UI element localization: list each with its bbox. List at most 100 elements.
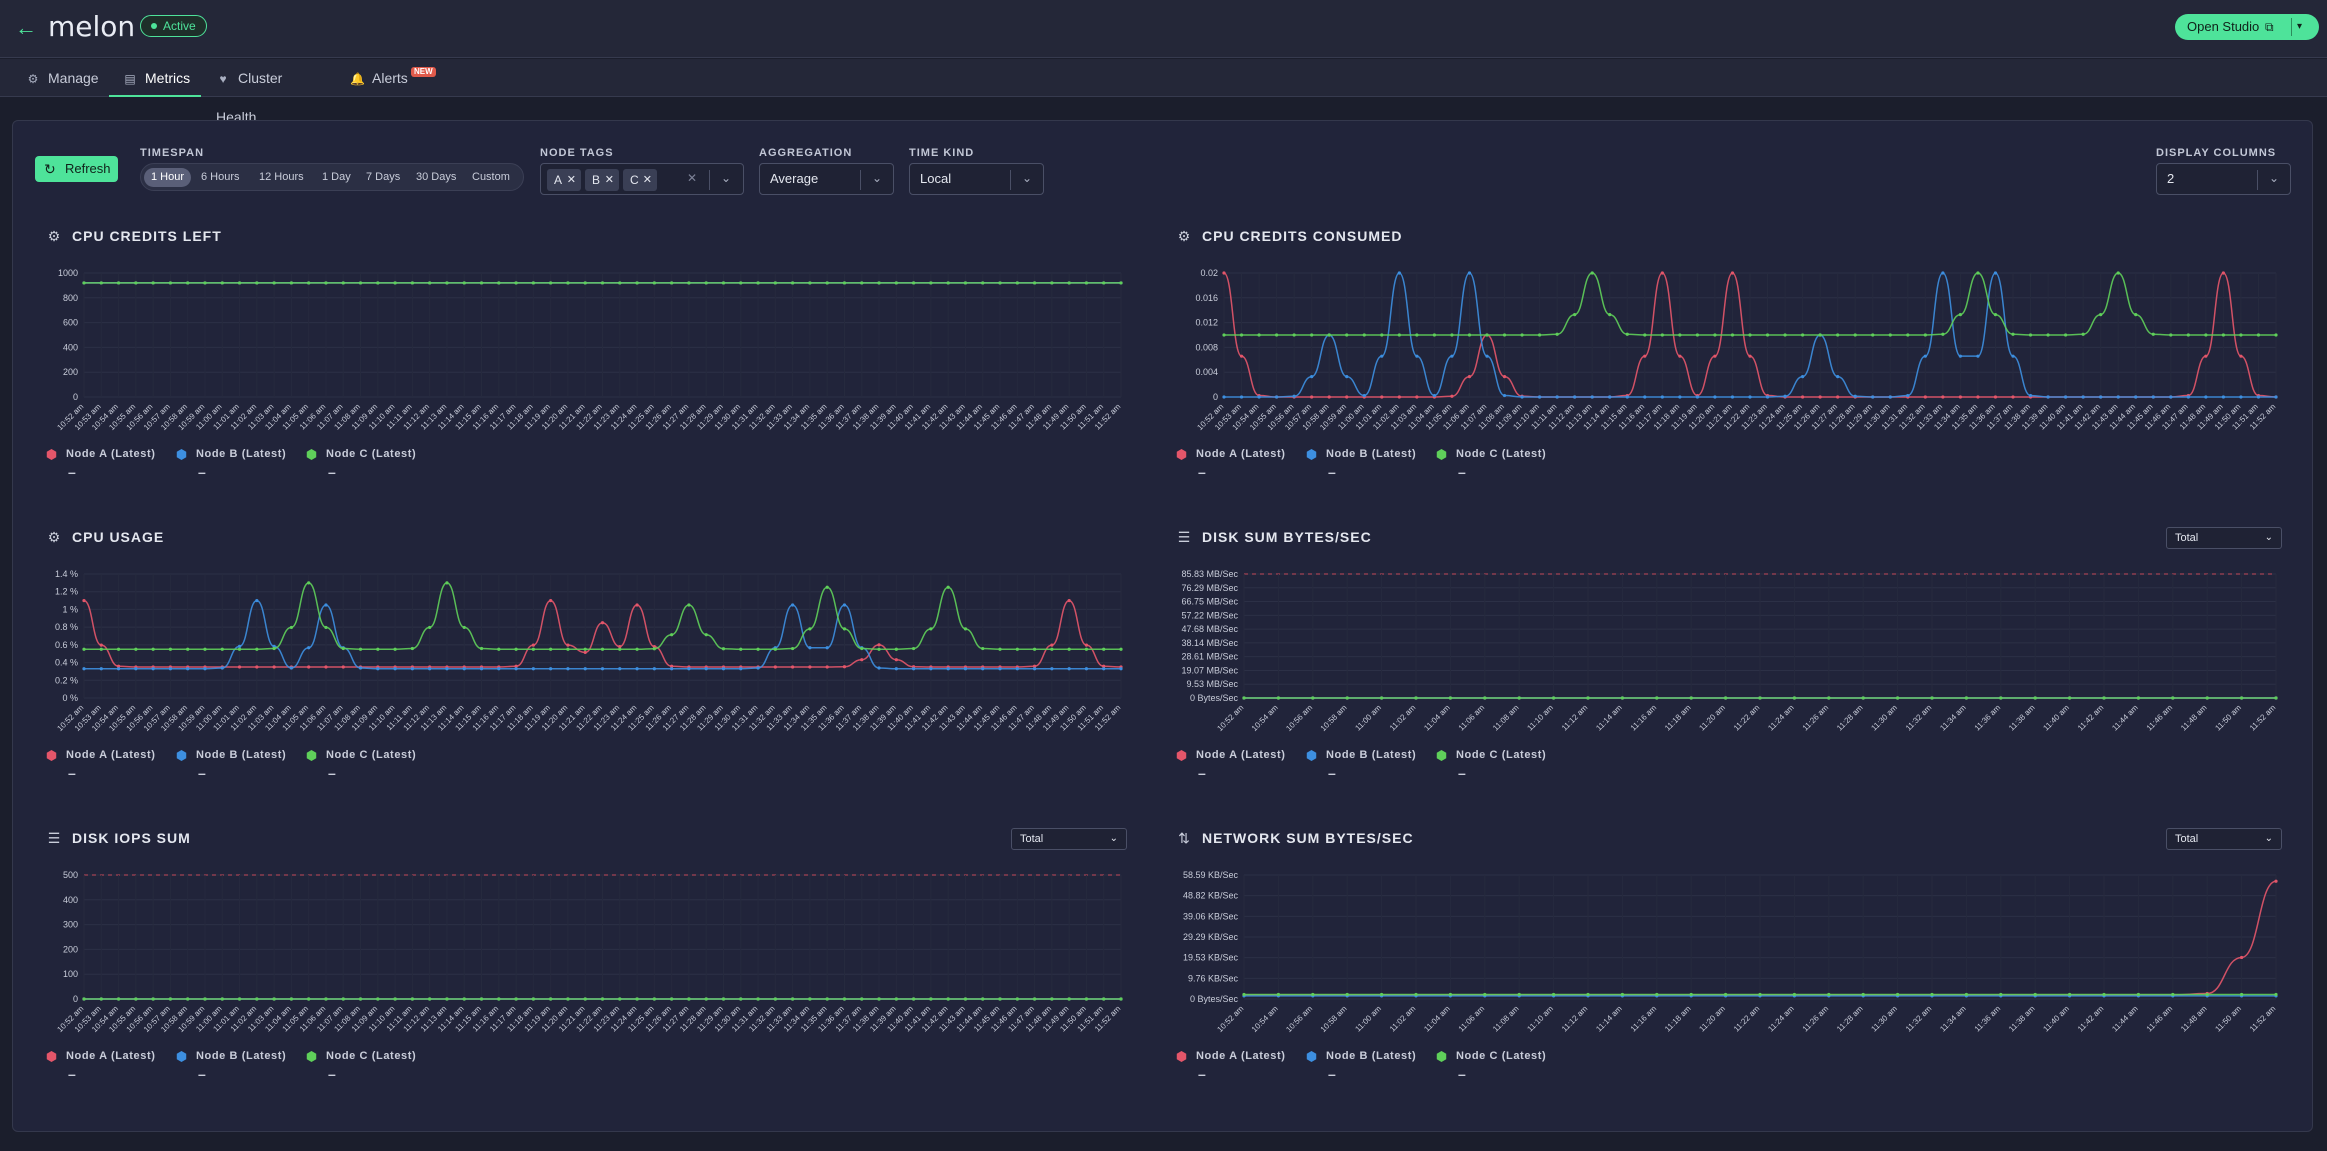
legend-label[interactable]: Node A (Latest) [1196, 448, 1286, 460]
data-point [1748, 354, 1752, 358]
chart-title: NETWORK SUM BYTES/SEC [1202, 830, 1414, 846]
data-point [82, 281, 86, 285]
total-select[interactable]: Total ⌄ [2166, 527, 2282, 549]
data-point [583, 667, 587, 671]
legend-label[interactable]: Node A (Latest) [66, 448, 156, 460]
legend-label[interactable]: Node C (Latest) [1456, 749, 1547, 761]
data-point [946, 997, 950, 1001]
chevron-down-icon[interactable]: ▾ [2297, 21, 2303, 32]
data-point [1015, 667, 1019, 671]
data-point [1818, 333, 1822, 337]
data-point [1625, 332, 1629, 336]
y-tick-label: 0 [1213, 392, 1218, 402]
legend-label[interactable]: Node B (Latest) [196, 1050, 287, 1062]
legend-label[interactable]: Node C (Latest) [326, 448, 417, 460]
data-point [583, 647, 587, 651]
node-tags-select[interactable]: A ✕ B ✕ C ✕ ✕ ⌄ [540, 163, 744, 195]
tab-metrics[interactable]: ▤ Metrics [109, 59, 201, 97]
timespan-6-hours[interactable]: 6 Hours [201, 171, 240, 183]
tab-manage[interactable]: ⚙ Manage [26, 59, 100, 97]
data-point [1050, 647, 1054, 651]
timespan-30-days[interactable]: 30 Days [416, 171, 457, 183]
legend-label[interactable]: Node C (Latest) [1456, 1050, 1547, 1062]
aggregation-select[interactable]: Average ⌄ [759, 163, 894, 195]
data-point [2116, 271, 2120, 275]
data-point [1517, 696, 1521, 700]
data-point [981, 667, 985, 671]
data-point [203, 667, 207, 671]
legend-label[interactable]: Node A (Latest) [1196, 749, 1286, 761]
heart-icon: ♥ [219, 72, 227, 86]
data-point [2102, 696, 2106, 700]
legend-value: – [328, 1066, 336, 1082]
back-arrow-icon[interactable]: ← [15, 15, 37, 40]
data-point [1999, 992, 2003, 997]
legend-label[interactable]: Node A (Latest) [1196, 1050, 1286, 1062]
tag-label: B [592, 173, 601, 187]
data-point [1310, 333, 1314, 337]
remove-icon[interactable]: ✕ [566, 174, 576, 186]
legend-marker-icon [306, 449, 317, 460]
open-studio-button[interactable]: Open Studio ⧉ ▾ [2175, 14, 2319, 40]
data-point [1608, 395, 1612, 399]
timespan-7-days[interactable]: 7 Days [366, 171, 401, 183]
total-select[interactable]: Total ⌄ [1011, 828, 1127, 850]
data-point [652, 667, 656, 671]
clear-icon[interactable]: ✕ [687, 171, 698, 185]
data-point [1976, 271, 1980, 275]
chevron-down-icon: ⌄ [872, 171, 883, 185]
data-point [2102, 992, 2106, 997]
bell-icon: 🔔 [350, 72, 365, 86]
remove-icon[interactable]: ✕ [642, 174, 652, 186]
data-point [1620, 696, 1624, 700]
time-kind-select[interactable]: Local ⌄ [909, 163, 1044, 195]
data-point [307, 997, 311, 1001]
total-select[interactable]: Total ⌄ [2166, 828, 2282, 850]
data-point [410, 281, 414, 285]
data-point [1896, 696, 1900, 700]
data-point [600, 621, 605, 625]
y-tick-label: 38.14 MB/Sec [1181, 638, 1238, 648]
data-point [168, 667, 173, 671]
data-point [116, 647, 121, 651]
display-columns-select[interactable]: 2 ⌄ [2156, 163, 2291, 195]
timespan-1-day[interactable]: 1 Day [322, 171, 351, 183]
data-point [151, 667, 155, 671]
data-point [1958, 354, 1962, 358]
legend-label[interactable]: Node C (Latest) [326, 749, 417, 761]
data-point [842, 627, 847, 631]
legend-label[interactable]: Node B (Latest) [196, 749, 287, 761]
data-point [894, 647, 898, 651]
timespan-custom[interactable]: Custom [472, 171, 510, 183]
data-point [808, 281, 812, 285]
data-point [1015, 647, 1019, 651]
data-point [583, 281, 587, 285]
data-point [704, 997, 708, 1001]
tab-alerts[interactable]: 🔔 Alerts [350, 59, 440, 97]
legend-label[interactable]: Node B (Latest) [1326, 1050, 1417, 1062]
chevron-down-icon[interactable]: ⌄ [721, 171, 732, 185]
legend-label[interactable]: Node B (Latest) [1326, 448, 1417, 460]
legend-label[interactable]: Node A (Latest) [66, 1050, 156, 1062]
legend-label[interactable]: Node B (Latest) [196, 448, 287, 460]
data-point [1483, 992, 1487, 997]
legend-value: – [1458, 464, 1466, 480]
refresh-button[interactable]: ↻ Refresh [35, 156, 118, 182]
timespan-1-hour[interactable]: 1 Hour [144, 168, 192, 187]
tab-cluster-health[interactable]: ♥ Cluster Health [216, 59, 326, 125]
data-point [289, 997, 293, 1001]
remove-icon[interactable]: ✕ [604, 174, 614, 186]
legend-label[interactable]: Node A (Latest) [66, 749, 156, 761]
data-point [1586, 696, 1590, 700]
legend-label[interactable]: Node C (Latest) [326, 1050, 417, 1062]
y-tick-label: 0.8 % [55, 622, 78, 632]
data-point [791, 603, 795, 607]
data-point [134, 281, 138, 285]
legend-label[interactable]: Node C (Latest) [1456, 448, 1547, 460]
data-point [1748, 395, 1752, 399]
timespan-12-hours[interactable]: 12 Hours [259, 171, 304, 183]
data-point [756, 997, 760, 1001]
legend-label[interactable]: Node B (Latest) [1326, 749, 1417, 761]
data-point [82, 598, 86, 603]
